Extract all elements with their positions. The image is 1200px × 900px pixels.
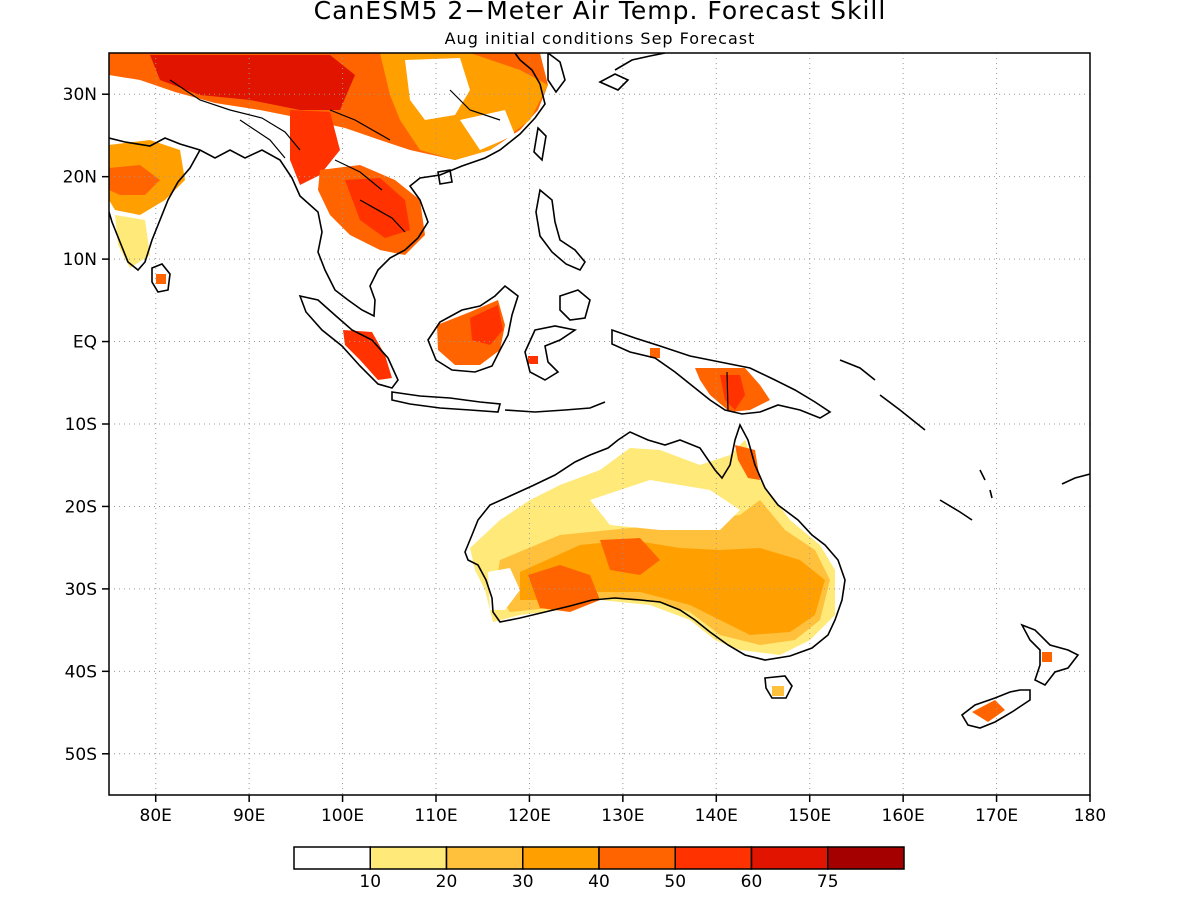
coast-taiwan: [533, 126, 547, 162]
gridlines: [109, 53, 1090, 795]
lon-tick-label: 170E: [975, 806, 1018, 826]
skill-region-india-south: [115, 215, 150, 268]
skill-region-tibet-high: [150, 55, 355, 110]
coastlines: [109, 53, 1090, 729]
skill-region-tasmania: [772, 686, 784, 696]
skill-shading: [109, 53, 1052, 722]
coast-pacific-islands-2: [939, 469, 993, 521]
coast-tasmania: [764, 675, 793, 699]
colorbar-swatch: [598, 846, 676, 870]
lon-tick-label: 180: [1074, 806, 1106, 826]
colorbar-swatch: [522, 846, 600, 870]
lon-tick-label: 110E: [414, 806, 457, 826]
colorbar-label: 50: [664, 872, 686, 892]
coast-asia-mainland: [109, 53, 546, 318]
colorbar-swatch: [674, 846, 753, 870]
boundary-png: [726, 371, 729, 411]
lon-tick-label: 160E: [882, 806, 925, 826]
colorbar-swatch: [369, 846, 448, 870]
lat-tick-label: EQ: [73, 333, 97, 353]
skill-region-srilanka: [156, 274, 166, 284]
skill-region-qld-high: [735, 445, 760, 480]
coast-fiji: [1061, 473, 1090, 485]
colorbar-label: 30: [512, 872, 534, 892]
lon-tick-label: 150E: [788, 806, 831, 826]
skill-region-sumatra: [343, 330, 392, 380]
coast-japan: [598, 53, 666, 91]
lon-tick-label: 120E: [508, 806, 551, 826]
colorbar-swatch: [293, 846, 371, 870]
lon-tick-label: 80E: [140, 806, 172, 826]
lat-tick-label: 10N: [63, 250, 97, 270]
skill-region-indochina-high: [345, 178, 410, 238]
coast-new-guinea: [611, 328, 832, 419]
coast-india-peninsula: [109, 149, 201, 272]
lat-tick-label: 40S: [65, 662, 97, 682]
lat-tick-label: 20N: [63, 168, 97, 188]
skill-region-australia-orange: [520, 540, 825, 635]
skill-region-australia-red-2: [600, 538, 660, 575]
skill-region-sulawesi: [528, 356, 538, 364]
coast-philippines-mindanao: [559, 289, 591, 321]
lat-tick-label: 30S: [65, 580, 97, 600]
skill-region-myanmar-high: [290, 110, 340, 185]
coast-philippines-luzon: [535, 188, 586, 272]
skill-region-asia-white-patch-2: [460, 110, 515, 150]
colorbar-label: 60: [741, 872, 763, 892]
coast-borneo: [427, 284, 519, 373]
chart-title: CanESM5 2−Meter Air Temp. Forecast Skill: [313, 0, 887, 25]
colorbar-swatch: [750, 846, 829, 870]
boundary-lines: [169, 79, 501, 233]
lon-tick-label: 100E: [321, 806, 364, 826]
coast-sumatra: [298, 294, 399, 389]
lat-tick-label: 20S: [65, 497, 97, 517]
coast-java: [391, 391, 502, 413]
lat-tick-label: 50S: [65, 745, 97, 765]
skill-region-west-papua: [650, 348, 660, 358]
skill-region-nz-south: [972, 700, 1005, 722]
lon-tick-label: 90E: [233, 806, 265, 826]
latitude-axis: 30N 20N 10N EQ 10S 20S 30S 40S 50S: [63, 85, 109, 765]
skill-region-nz-north: [1042, 652, 1052, 662]
colorbar-swatch: [827, 846, 905, 870]
coast-sulawesi: [524, 325, 578, 381]
colorbar-label: 40: [588, 872, 610, 892]
coast-lesser-sunda: [504, 401, 606, 413]
chart-subtitle: Aug initial conditions Sep Forecast: [444, 29, 756, 48]
colorbar-label: 20: [436, 872, 458, 892]
skill-region-australia-white-center: [590, 480, 740, 530]
colorbar-label: 10: [359, 872, 381, 892]
colorbar: 10 20 30 40 50 60 75: [293, 846, 905, 892]
longitude-axis: 80E 90E 100E 110E 120E 130E 140E 150E 160E 170E 18…: [140, 795, 1106, 826]
skill-region-new-guinea-high: [720, 375, 745, 410]
lat-tick-label: 10S: [65, 415, 97, 435]
coast-korea: [547, 53, 566, 94]
lon-tick-label: 130E: [601, 806, 644, 826]
skill-region-india-west-high: [109, 165, 160, 195]
coast-nz-south: [960, 689, 1031, 729]
coast-australia: [464, 422, 846, 661]
coast-pacific-islands-1: [839, 359, 926, 431]
lat-tick-label: 30N: [63, 85, 97, 105]
coast-srilanka: [151, 263, 171, 293]
coast-nz-north: [1020, 623, 1080, 687]
colorbar-label: 75: [817, 872, 839, 892]
skill-region-borneo-high: [470, 305, 503, 345]
lon-tick-label: 140E: [695, 806, 738, 826]
skill-region-asia-white-patch: [405, 58, 470, 120]
colorbar-swatch: [445, 846, 524, 870]
coast-hainan: [437, 169, 453, 185]
